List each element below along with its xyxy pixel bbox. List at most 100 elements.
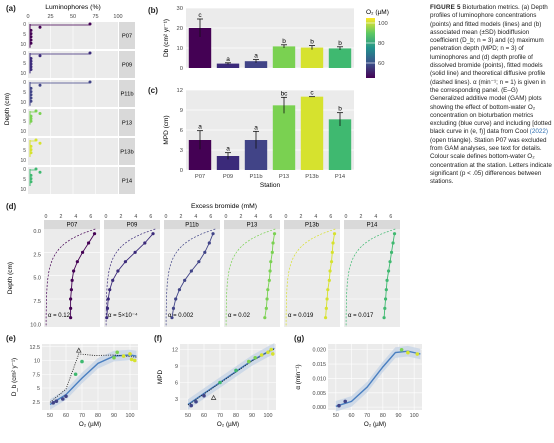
gam-confidence-band [335,345,421,412]
panel-d: (d) Excess bromide (mM) Depth (cm) 0.0 2.5 5… [0,200,430,332]
panel-a-depth-tick: 0 [23,22,26,28]
y-tick-label: 0.015 [313,362,327,368]
panel-d-theoretical-line [345,228,396,327]
panel-d-x-tick: 6 [269,214,272,220]
caption-body: (a) Depth profiles of luminophore concen… [430,4,552,136]
panel-d-point [171,306,176,310]
panel-a-point [29,144,33,148]
y-axis-label: D_b (cm² y⁻¹) [11,358,18,396]
x-tick-label: 90 [249,413,255,419]
panel-d-fit-line [70,233,95,318]
panel-d-x-tick: 6 [89,214,92,220]
significance-letter: a [226,146,230,153]
panel-d-theoretical-line [225,228,276,327]
x-tick-label: 100 [264,413,273,419]
panel-d-facet-bg [344,229,400,327]
data-point [129,357,134,362]
panel-d-x-tick: 2 [239,214,242,220]
bar [216,156,240,170]
data-point [61,397,65,401]
panel-d-point [325,297,329,301]
significance-letter: a [254,53,258,60]
panel-d-alpha-label: α = 0.002 [168,313,194,319]
significance-letter: c [310,90,314,97]
panel-d-point [269,260,273,264]
panel-d-point [389,250,394,254]
data-point [54,399,59,403]
panel-a-x-tick: 75 [92,14,98,20]
data-point [337,403,341,408]
data-point [112,355,116,360]
panel-d-facet-bg [44,229,100,327]
y-tick-label: 30 [177,6,183,12]
panel-a-point [29,177,33,181]
panel-a-point [29,56,33,60]
data-point [253,355,257,360]
panel-d-point [69,297,73,301]
data-point [64,394,68,399]
data-point [202,393,206,398]
panel-d-point [265,297,269,301]
panel-d-point [116,269,120,273]
y-axis-label: α (min⁻¹) [295,364,302,389]
panel-d-x-tick: 4 [194,214,197,220]
panel-d-point [86,241,91,245]
panel-d-point [203,250,207,254]
data-point [234,368,238,373]
panel-d-point [75,260,79,264]
panel-d-fit-line [383,233,395,318]
panel-d-x-tick: 6 [149,214,152,220]
panel-d-point [328,269,332,273]
significance-letter: b [310,39,314,46]
panel-d-facet-bg [284,229,340,327]
panel-d-strip [164,220,220,229]
panel-d-point [324,306,328,310]
panel-d-strip [344,220,400,229]
panel-d-y-tick: 7.5 [33,299,41,305]
x-axis-label: O₂ (µM) [364,421,386,428]
panel-d-x-tick: 4 [254,214,257,220]
panel-d-alpha-label: α = 0.017 [348,313,374,319]
panel-a-point [38,25,42,29]
panel-d-point [382,316,386,320]
panel-g-label: (g) [294,334,305,343]
panel-d-strip-label: P14 [367,223,378,229]
panel-d-point [106,297,110,301]
data-point [189,403,193,408]
panel-d-strip [104,220,160,229]
panel-d-point [263,316,267,320]
panel-d-point [80,250,85,254]
panel-d-point [133,250,137,254]
y-tick-label: 6 [175,381,178,387]
caption-citation-link[interactable]: (2022) [529,128,548,136]
bar [300,96,324,170]
panel-d-x-tick: 6 [389,214,392,220]
panel-d-x-tick: 2 [179,214,182,220]
chart-panel-bg [186,8,354,68]
panel-d-point [170,316,174,320]
data-point [266,350,270,355]
panel-d-x-tick: 0 [165,214,168,220]
panel-a-strip-label: P14 [122,179,133,185]
y-tick-label: 10 [177,46,183,52]
panel-c-label: (c) [148,86,158,95]
panel-d-y-tick: 0.0 [33,229,41,235]
panel-a-point [38,83,42,87]
data-point [259,353,264,357]
significance-letter: b [282,38,286,45]
y-tick-label: 12 [172,348,178,354]
panel-d-strip [224,220,280,229]
panel-a-depth-tick: 0 [23,167,26,173]
y-tick-label: 0.010 [313,376,327,382]
panel-g: (g) 0.000 0.005 0.010 0.015 0.020 50 60 70 80 90 1… [290,332,430,438]
panel-d-point [108,288,112,292]
panel-a: (a) Luminophores (%) 0 25 50 75 100 Depth (cm)… [0,0,150,200]
panel-d-point [207,241,211,245]
panel-d-point [386,269,391,273]
panel-a-x-tick: 50 [70,14,76,20]
panel-a-strip-label: P13 [122,121,132,127]
panel-d-theoretical-line [285,228,336,327]
panel-d-facet-bg [104,229,160,327]
legend-tick-label: 80 [378,41,384,47]
panel-d-point [329,260,334,264]
